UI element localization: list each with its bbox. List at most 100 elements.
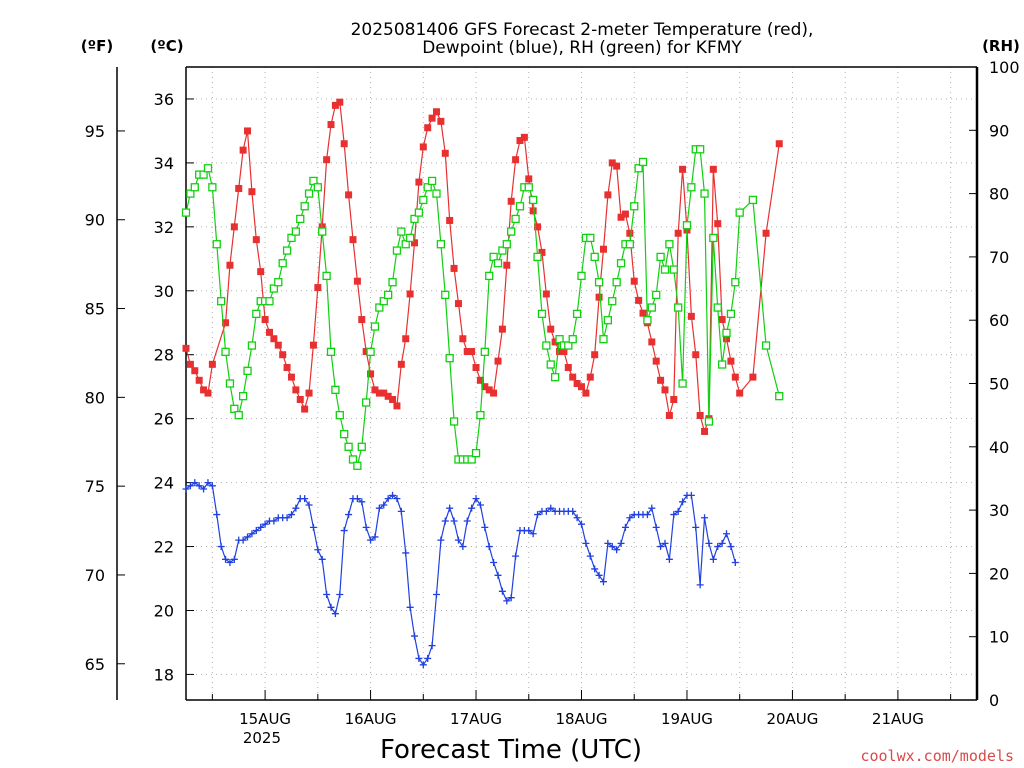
point-rh-36 bbox=[340, 429, 349, 439]
point-rh-128 bbox=[761, 341, 771, 350]
point-rh-80 bbox=[533, 252, 542, 262]
point-rh-73 bbox=[502, 240, 511, 249]
point-dewpoint-95 bbox=[599, 578, 607, 586]
ytick-label-f-75: 75 bbox=[85, 477, 105, 496]
point-rh-2 bbox=[190, 183, 199, 192]
point-dewpoint-67 bbox=[476, 501, 484, 509]
point-rh-90 bbox=[577, 271, 586, 281]
point-rh-117 bbox=[696, 145, 705, 154]
point-dewpoint-105 bbox=[643, 511, 651, 519]
point-rh-41 bbox=[362, 398, 371, 407]
point-rh-104 bbox=[638, 157, 648, 167]
point-dewpoint-65 bbox=[468, 504, 476, 512]
ytick-label-c-34: 34 bbox=[154, 154, 174, 173]
point-dewpoint-99 bbox=[617, 539, 625, 547]
point-temperature-8 bbox=[226, 261, 234, 269]
point-dewpoint-36 bbox=[340, 527, 348, 535]
point-temperature-2 bbox=[191, 367, 199, 375]
point-dewpoint-50 bbox=[402, 549, 410, 557]
point-rh-70 bbox=[489, 252, 498, 262]
ytick-label-rh-50: 50 bbox=[989, 375, 1009, 394]
point-temperature-124 bbox=[736, 389, 744, 397]
point-dewpoint-62 bbox=[454, 536, 462, 544]
point-dewpoint-30 bbox=[314, 546, 322, 554]
point-dewpoint-121 bbox=[714, 543, 722, 551]
point-temperature-3 bbox=[195, 376, 203, 384]
point-temperature-102 bbox=[639, 309, 647, 317]
point-temperature-67 bbox=[485, 386, 493, 394]
point-temperature-50 bbox=[411, 239, 419, 247]
point-dewpoint-4 bbox=[200, 485, 208, 493]
point-rh-39 bbox=[353, 461, 362, 470]
point-temperature-90 bbox=[586, 373, 594, 381]
point-temperature-91 bbox=[591, 351, 599, 359]
point-temperature-126 bbox=[762, 229, 770, 237]
point-rh-59 bbox=[441, 290, 450, 300]
point-temperature-45 bbox=[389, 395, 397, 403]
point-dewpoint-35 bbox=[336, 591, 344, 598]
point-rh-67 bbox=[476, 410, 485, 420]
point-rh-72 bbox=[498, 246, 507, 255]
point-temperature-125 bbox=[749, 373, 757, 381]
point-dewpoint-80 bbox=[534, 511, 542, 519]
point-rh-61 bbox=[449, 417, 459, 426]
point-temperature-7 bbox=[222, 319, 230, 327]
ytick-label-rh-90: 90 bbox=[989, 121, 1009, 140]
ytick-label-rh-100: 100 bbox=[989, 58, 1020, 77]
point-temperature-16 bbox=[261, 316, 269, 324]
unit-label-rh: (RH) bbox=[982, 37, 1020, 55]
point-dewpoint-3 bbox=[195, 482, 203, 490]
point-rh-25 bbox=[291, 227, 301, 236]
point-dewpoint-43 bbox=[371, 533, 379, 541]
point-dewpoint-63 bbox=[459, 543, 467, 551]
point-temperature-10 bbox=[235, 184, 243, 192]
grid-lines bbox=[186, 67, 977, 700]
point-temperature-123 bbox=[731, 373, 739, 381]
point-temperature-88 bbox=[578, 383, 585, 391]
point-dewpoint-2 bbox=[191, 479, 199, 487]
point-dewpoint-33 bbox=[327, 603, 335, 611]
point-rh-9 bbox=[221, 347, 230, 357]
point-temperature-95 bbox=[608, 159, 616, 167]
point-temperature-5 bbox=[204, 389, 212, 397]
point-rh-4 bbox=[199, 170, 208, 179]
point-rh-16 bbox=[252, 309, 261, 319]
point-rh-40 bbox=[357, 442, 366, 451]
point-temperature-107 bbox=[661, 386, 669, 394]
point-rh-120 bbox=[709, 233, 718, 243]
point-dewpoint-79 bbox=[529, 530, 537, 538]
point-temperature-65 bbox=[476, 376, 484, 384]
point-rh-84 bbox=[550, 373, 560, 382]
point-dewpoint-92 bbox=[586, 552, 594, 560]
credit-text: coolwx.com/models bbox=[860, 747, 1014, 765]
point-dewpoint-37 bbox=[345, 511, 353, 519]
point-temperature-1 bbox=[186, 360, 194, 368]
point-temperature-77 bbox=[529, 207, 537, 215]
point-rh-12 bbox=[234, 410, 243, 420]
point-temperature-61 bbox=[459, 335, 467, 343]
point-temperature-56 bbox=[437, 117, 445, 125]
point-rh-71 bbox=[493, 259, 503, 268]
point-temperature-59 bbox=[450, 264, 458, 272]
point-temperature-18 bbox=[270, 335, 278, 343]
point-dewpoint-58 bbox=[437, 536, 445, 544]
point-dewpoint-97 bbox=[608, 543, 616, 551]
point-rh-92 bbox=[586, 233, 595, 243]
point-rh-15 bbox=[247, 341, 257, 350]
point-temperature-87 bbox=[573, 380, 581, 387]
point-dewpoint-75 bbox=[512, 552, 520, 560]
point-rh-26 bbox=[296, 214, 305, 224]
point-temperature-41 bbox=[371, 386, 379, 394]
point-temperature-119 bbox=[714, 220, 722, 228]
xtick-label-20: 20AUG bbox=[766, 710, 818, 728]
point-dewpoint-46 bbox=[384, 495, 392, 503]
point-temperature-33 bbox=[336, 98, 344, 106]
xtick-label-19: 19AUG bbox=[661, 710, 713, 728]
point-rh-118 bbox=[700, 189, 709, 198]
point-temperature-15 bbox=[257, 268, 265, 276]
point-dewpoint-59 bbox=[441, 517, 449, 525]
point-rh-112 bbox=[674, 303, 683, 312]
point-temperature-96 bbox=[613, 162, 621, 170]
point-rh-111 bbox=[669, 265, 678, 274]
point-temperature-72 bbox=[507, 197, 515, 205]
